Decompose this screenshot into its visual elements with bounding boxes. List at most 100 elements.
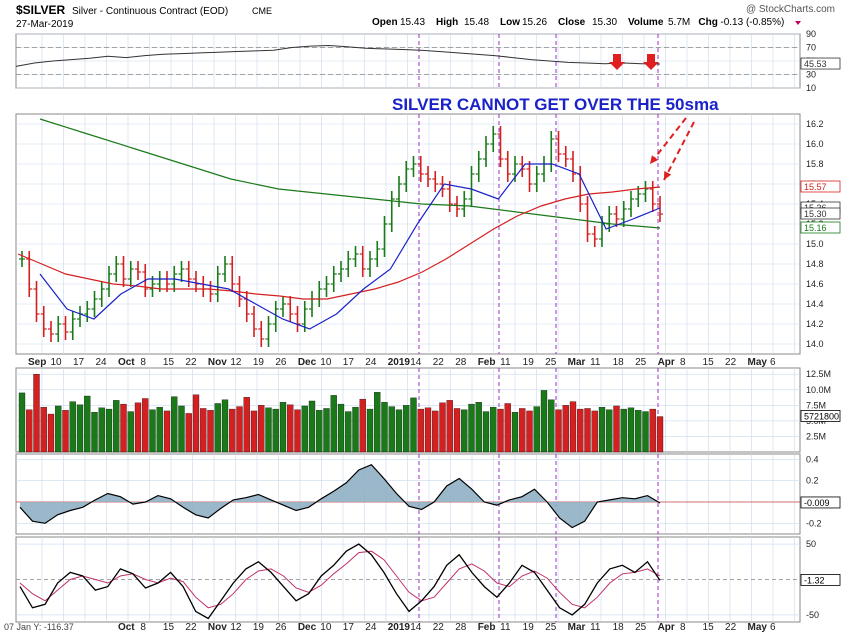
stoch-signal-line (19, 550, 661, 609)
x-tick-label: 22 (725, 357, 737, 368)
x-tick-label: 10 (50, 357, 62, 368)
x-tick-label: 17 (343, 357, 355, 368)
y-tick-label: 14.4 (806, 299, 824, 309)
volume-bar (200, 408, 207, 453)
x-tick-label: 19 (253, 357, 265, 368)
caret-down-icon[interactable] (795, 21, 801, 25)
x-tick-label: 22 (433, 357, 445, 368)
quote-label-1: High (436, 17, 458, 28)
red-down-arrow-icon (643, 54, 659, 70)
quote-value-2: 15.26 (522, 17, 547, 28)
x-tick-label-bottom: Nov (208, 622, 227, 633)
volume-bar (584, 408, 591, 453)
x-tick-label-bottom: 8 (140, 622, 146, 633)
x-tick-label-bottom: 11 (590, 622, 601, 633)
x-tick-label-bottom: 6 (770, 622, 776, 633)
volume-bar (243, 397, 250, 453)
x-tick-label-bottom: 25 (545, 622, 557, 633)
volume-bar (316, 410, 323, 453)
volume-bar (627, 407, 635, 453)
volume-bar (287, 404, 294, 453)
y-tick-label: 15.0 (806, 239, 824, 249)
volume-bar (461, 409, 468, 453)
volume-bar (562, 405, 569, 453)
volume-bar (424, 407, 432, 453)
watermark: @ StockCharts.com (746, 4, 835, 15)
x-tick-label: 24 (365, 357, 377, 368)
last-value-box (800, 207, 841, 220)
x-tick-label: 25 (545, 357, 557, 368)
volume-bar (337, 403, 345, 453)
quote-value-5: -0.13 (-0.85%) (720, 17, 784, 28)
volume-bar (330, 395, 337, 453)
last-value-label: 45.53 (804, 59, 827, 69)
volume-bar (417, 408, 424, 453)
volume-bar (258, 405, 265, 453)
x-tick-label: 28 (455, 357, 467, 368)
y-tick-label: -50 (806, 610, 819, 620)
volume-bar (294, 409, 301, 453)
volume-bar (642, 411, 649, 453)
x-tick-label: 15 (703, 357, 715, 368)
quote-label-2: Low (500, 17, 520, 28)
volume-bar (76, 404, 84, 453)
volume-bar (33, 374, 40, 453)
last-value-box (800, 496, 841, 509)
x-tick-label: 12 (230, 357, 242, 368)
volume-bar (185, 413, 192, 453)
x-tick-label: 26 (275, 357, 287, 368)
quote-value-4: 5.7M (668, 17, 690, 28)
volume-bar (490, 407, 497, 453)
x-tick-label-bottom: Oct (118, 622, 135, 633)
volume-bar (40, 407, 47, 453)
panel-frame (15, 453, 801, 535)
x-tick-label-bottom: May (748, 622, 768, 633)
x-tick-label: 17 (73, 357, 85, 368)
quote-label-0: Open (372, 17, 398, 28)
volume-bar (359, 398, 366, 453)
x-tick-label-bottom: 10 (320, 622, 332, 633)
volume-bar (606, 409, 613, 453)
x-tick-label: 19 (523, 357, 535, 368)
stoch-main-line (19, 543, 661, 620)
rsi-line (15, 44, 661, 67)
volume-bar (120, 403, 127, 453)
y-tick-label: 2.5M (806, 431, 826, 441)
volume-bar (229, 408, 236, 453)
symbol-description: Silver - Continuous Contract (EOD) (72, 6, 228, 17)
volume-bar (388, 406, 395, 453)
volume-bar (511, 412, 519, 453)
y-tick-label: 0.4 (806, 454, 819, 464)
x-tick-label-bottom: 19 (253, 622, 265, 633)
x-axis-labels: Sep 10 17 24 Oct 8 15 22 Nov 12 19 26 Dec 10 17 24 2019 1… (28, 357, 776, 368)
volume-bar (468, 403, 475, 453)
dashed-arrow-line (663, 121, 695, 181)
x-tick-label: 14 (410, 357, 422, 368)
x-tick-label-bottom: 19 (523, 622, 535, 633)
chart-date: 27-Mar-2019 (16, 19, 74, 30)
volume-bar (47, 413, 55, 453)
x-tick-label: 8 (680, 357, 686, 368)
y-tick-label: 14.2 (806, 319, 824, 329)
volume-bar (98, 407, 105, 453)
x-tick-label: 6 (770, 357, 776, 368)
x-tick-label-bottom: 22 (725, 622, 737, 633)
last-value-label: 15.57 (804, 182, 827, 192)
x-tick-label-bottom: 17 (343, 622, 355, 633)
panel-frame (15, 113, 801, 355)
x-tick-label: Nov (208, 357, 227, 368)
x-tick-label: 2019 (388, 357, 411, 368)
x-tick-label-bottom: 24 (365, 622, 377, 633)
y-tick-label: 14.8 (806, 259, 824, 269)
x-tick-label: 11 (590, 357, 601, 368)
volume-bar (591, 410, 598, 453)
symbol-label: $SILVER (16, 3, 65, 17)
x-tick-label-bottom: Mar (568, 622, 586, 633)
volume-bar (598, 407, 606, 453)
y-tick-label: 70 (806, 43, 816, 53)
volume-bar (410, 397, 417, 453)
x-tick-label-bottom: 2019 (388, 622, 411, 633)
volume-bar (26, 409, 33, 453)
